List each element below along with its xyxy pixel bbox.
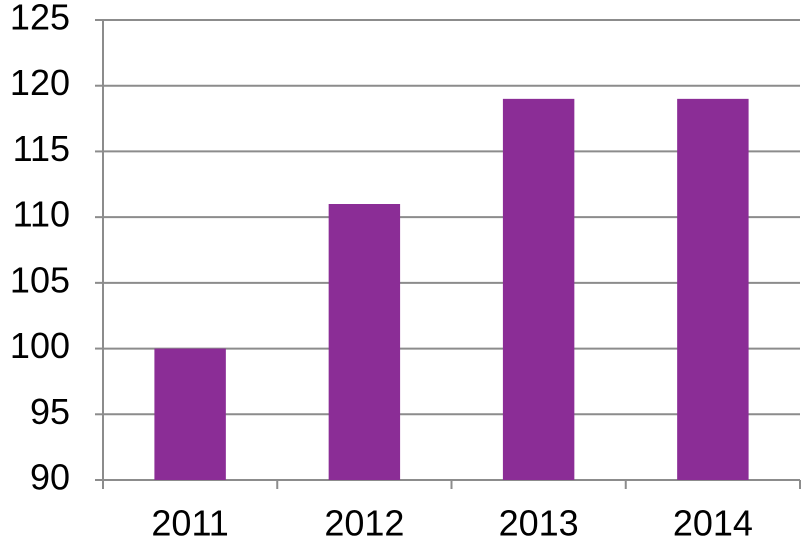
x-tick-label: 2011 (151, 503, 228, 544)
y-tick-label: 115 (13, 128, 70, 169)
y-tick-label: 95 (30, 391, 70, 432)
y-tick-label: 110 (13, 194, 70, 235)
bar (677, 98, 749, 480)
x-tick-label: 2013 (499, 503, 579, 544)
y-tick-label: 90 (30, 457, 70, 498)
bar (154, 348, 226, 480)
y-tick-label: 125 (10, 0, 70, 38)
bar (502, 98, 575, 480)
y-tick-label: 120 (10, 62, 70, 103)
x-tick-label: 2014 (673, 503, 753, 544)
y-tick-label: 100 (10, 325, 70, 366)
x-tick-label: 2012 (324, 503, 404, 544)
y-tick-label: 105 (10, 259, 70, 300)
bar (328, 204, 401, 480)
